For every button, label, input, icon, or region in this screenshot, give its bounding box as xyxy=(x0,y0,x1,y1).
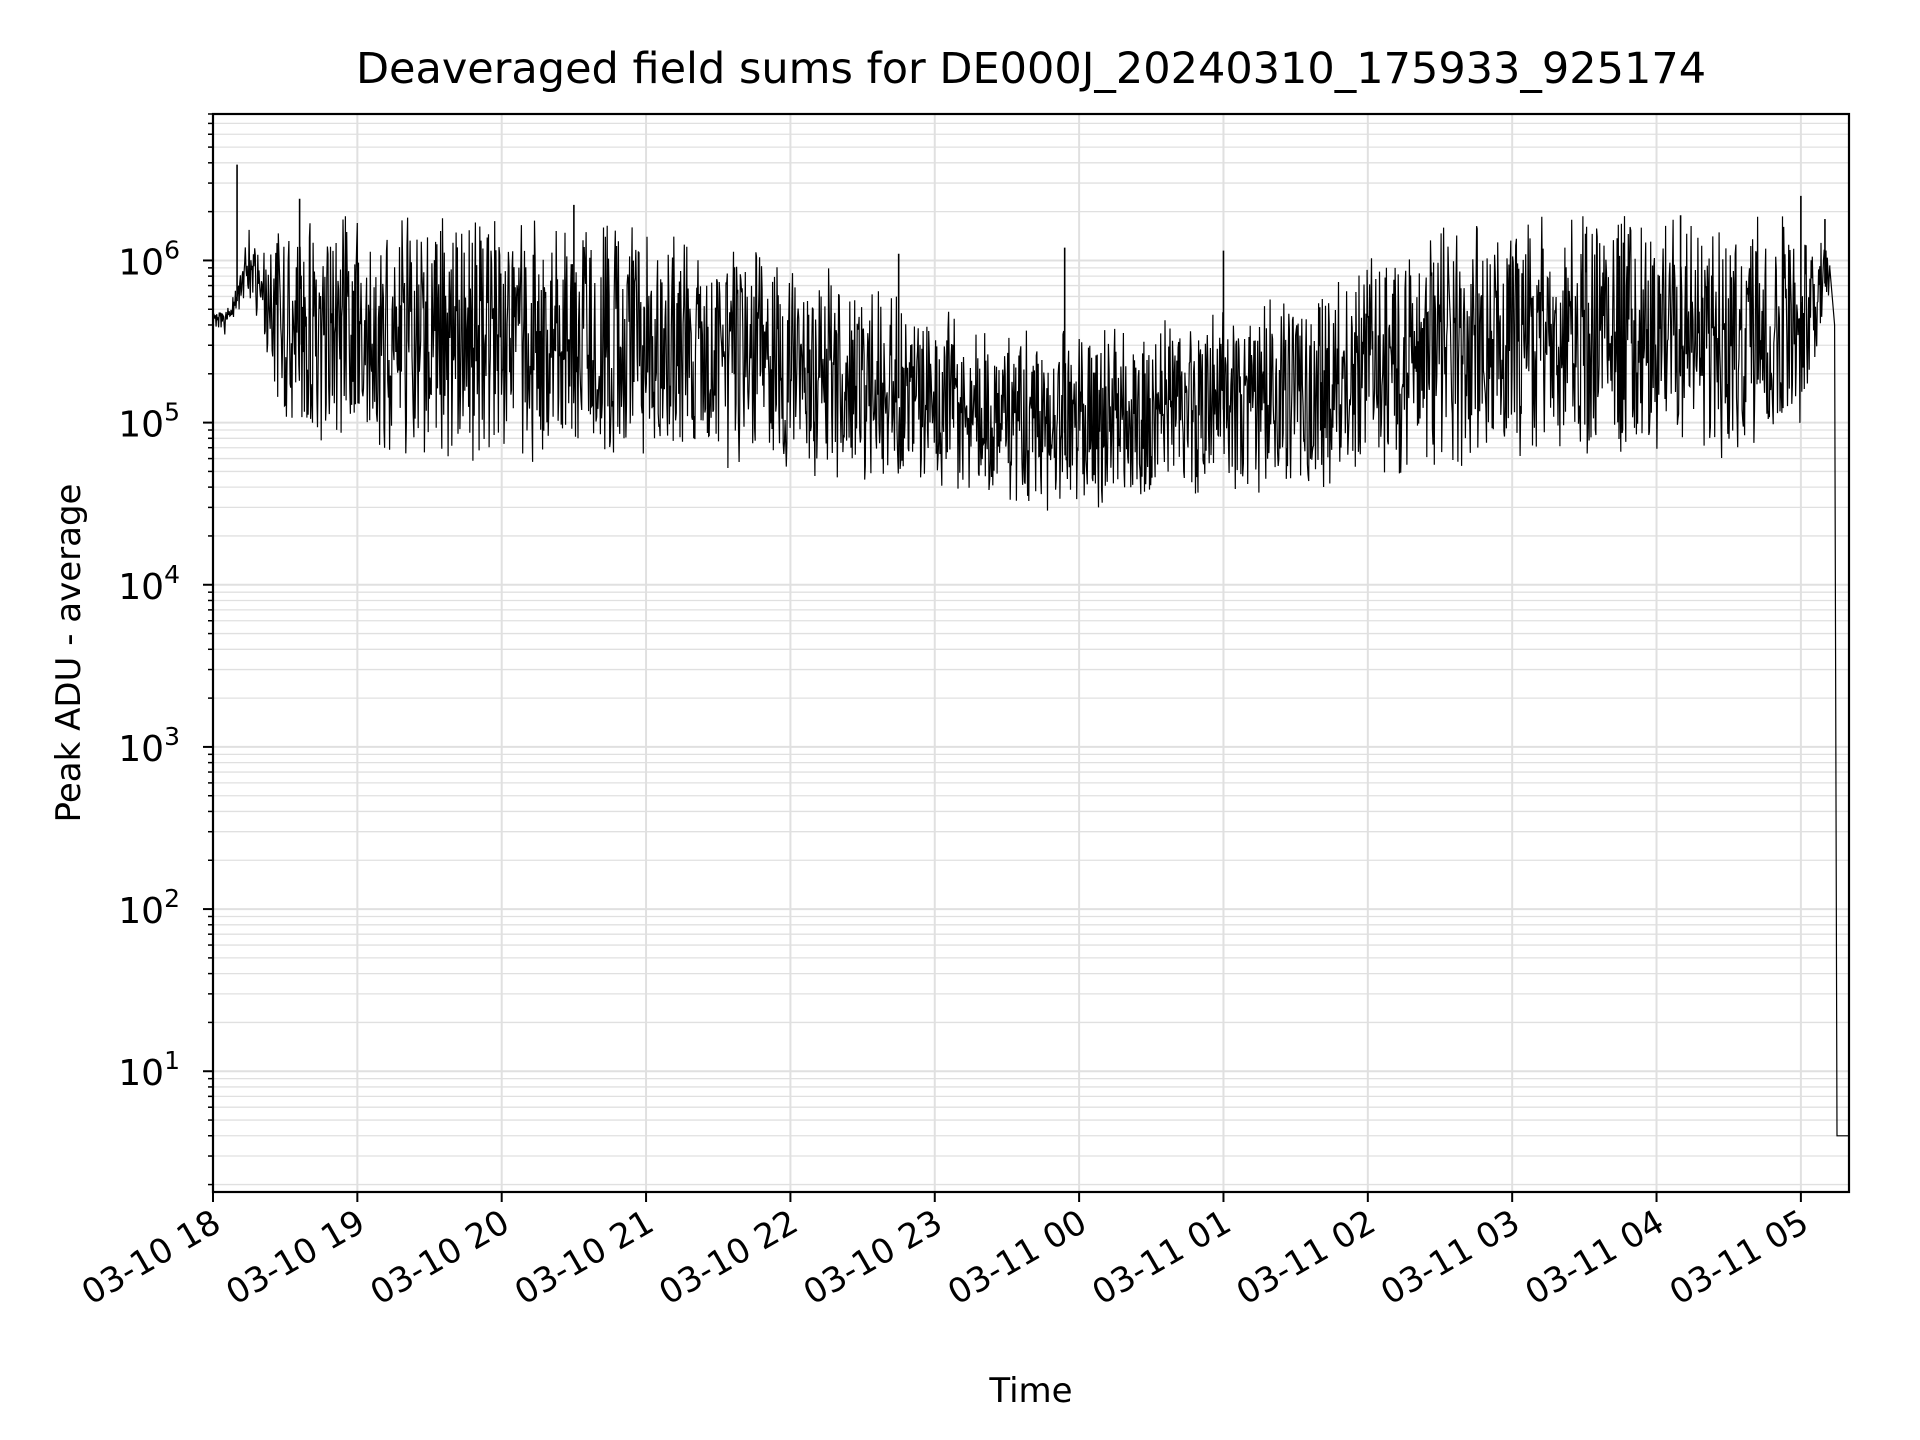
x-axis-label: Time xyxy=(988,1371,1072,1411)
series-layer xyxy=(212,164,1849,1137)
grid xyxy=(212,113,1849,1192)
y-tick-label: 105 xyxy=(118,398,180,446)
plot-frame xyxy=(211,112,1851,1194)
y-axis: 101 102 103 104 105 106 xyxy=(118,113,213,1186)
y-tick-label: 102 xyxy=(118,884,180,932)
y-tick-label: 106 xyxy=(118,235,180,283)
y-tick-label: 103 xyxy=(118,722,180,770)
chart-title: Deaveraged field sums for DE000J_2024031… xyxy=(356,44,1706,94)
plot-area xyxy=(212,164,1849,1137)
y-axis-label: Peak ADU - average xyxy=(49,484,89,823)
y-tick-label: 101 xyxy=(118,1046,180,1094)
y-tick-label: 104 xyxy=(118,560,180,608)
series-line xyxy=(212,216,1849,1137)
